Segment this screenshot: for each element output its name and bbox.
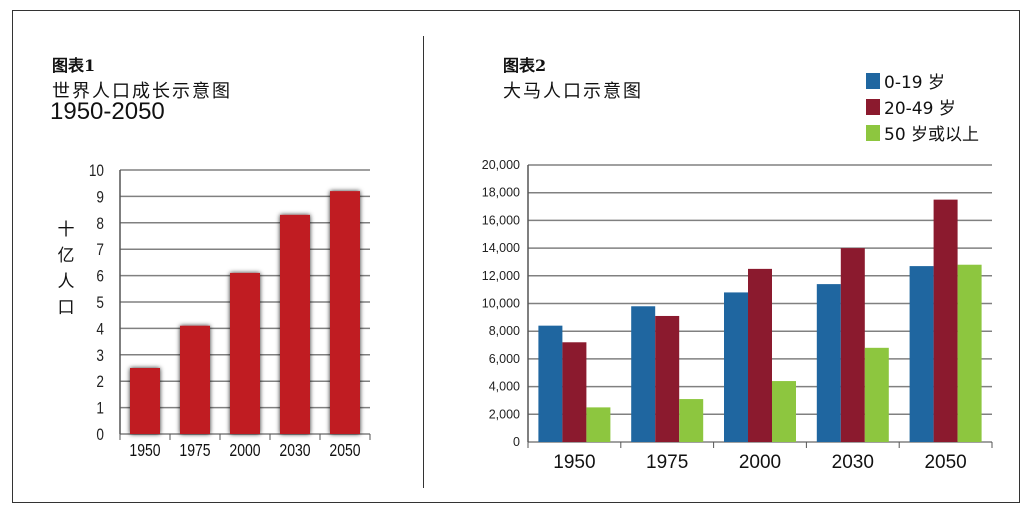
left-x-tick-label: 2050 xyxy=(329,440,360,460)
right-y-tick-label: 6,000 xyxy=(489,352,520,366)
right-x-tick-label: 1975 xyxy=(646,452,688,473)
legend-label: 50 岁或以上 xyxy=(884,125,979,145)
legend-label: 0-19 岁 xyxy=(884,73,945,93)
left-bar xyxy=(180,325,210,434)
right-bar xyxy=(909,266,934,442)
right-bar xyxy=(816,284,841,442)
left-y-tick-label: 1 xyxy=(96,399,104,418)
legend-swatch xyxy=(866,125,880,141)
right-y-tick-label: 18,000 xyxy=(482,186,520,200)
right-x-tick-label: 2030 xyxy=(832,452,874,473)
left-figure-label: 图表1 xyxy=(52,56,96,75)
left-y-tick-label: 10 xyxy=(89,162,104,181)
left-bar xyxy=(130,368,160,434)
legend-swatch xyxy=(866,73,880,89)
left-y-tick-label: 3 xyxy=(96,346,104,365)
left-y-axis-label-char: 口 xyxy=(58,298,75,318)
left-x-tick-label: 2000 xyxy=(229,440,260,460)
right-bar xyxy=(957,264,982,442)
right-x-tick-label: 2000 xyxy=(739,452,781,473)
right-y-tick-label: 12,000 xyxy=(482,269,520,283)
right-bar xyxy=(864,347,889,442)
left-y-tick-label: 9 xyxy=(96,188,104,207)
right-y-tick-label: 2,000 xyxy=(489,407,520,421)
left-bar xyxy=(230,272,260,434)
right-bar xyxy=(724,292,748,442)
right-y-tick-label: 10,000 xyxy=(482,297,520,311)
right-y-tick-label: 8,000 xyxy=(489,324,520,338)
right-y-tick-label: 0 xyxy=(513,435,520,449)
left-bar xyxy=(330,191,360,434)
right-bar xyxy=(655,315,680,442)
left-y-axis-label-char: 人 xyxy=(58,272,75,292)
left-bar xyxy=(280,214,310,434)
left-y-tick-label: 8 xyxy=(96,214,104,233)
panel-divider xyxy=(423,36,424,488)
left-x-tick-label: 2030 xyxy=(279,440,310,460)
left-x-tick-label: 1975 xyxy=(179,440,210,460)
right-bar xyxy=(840,248,865,442)
legend-label: 20-49 岁 xyxy=(884,99,956,119)
left-y-axis-label-char: 亿 xyxy=(58,246,75,266)
right-x-tick-label: 1950 xyxy=(553,452,595,473)
left-x-tick-label: 1950 xyxy=(129,440,160,460)
right-bar xyxy=(679,399,704,442)
left-y-tick-label: 4 xyxy=(96,320,104,339)
left-chart-subtitle: 1950-2050 xyxy=(50,98,165,125)
left-y-tick-label: 5 xyxy=(96,294,104,313)
left-y-tick-label: 0 xyxy=(96,426,104,445)
left-y-tick-label: 2 xyxy=(96,373,104,392)
right-figure-label: 图表2 xyxy=(503,56,547,75)
left-y-tick-label: 7 xyxy=(96,241,104,260)
right-y-tick-label: 16,000 xyxy=(482,213,520,227)
right-y-tick-label: 20,000 xyxy=(482,158,520,172)
right-chart-title: 大马人口示意图 xyxy=(503,81,643,102)
right-bar xyxy=(631,306,656,442)
right-bar xyxy=(748,268,772,442)
left-chart-title: 世界人口成长示意图 xyxy=(52,81,232,102)
right-bar xyxy=(562,342,587,442)
right-bar xyxy=(586,407,611,442)
left-y-tick-label: 6 xyxy=(96,267,104,286)
left-y-axis-label-char: 十 xyxy=(58,220,75,240)
right-bar xyxy=(933,199,958,442)
right-bar xyxy=(538,325,563,442)
right-x-tick-label: 2050 xyxy=(924,452,966,473)
legend-swatch xyxy=(866,99,880,115)
right-y-tick-label: 4,000 xyxy=(489,380,520,394)
right-y-tick-label: 14,000 xyxy=(482,241,520,255)
right-bar xyxy=(772,381,796,442)
